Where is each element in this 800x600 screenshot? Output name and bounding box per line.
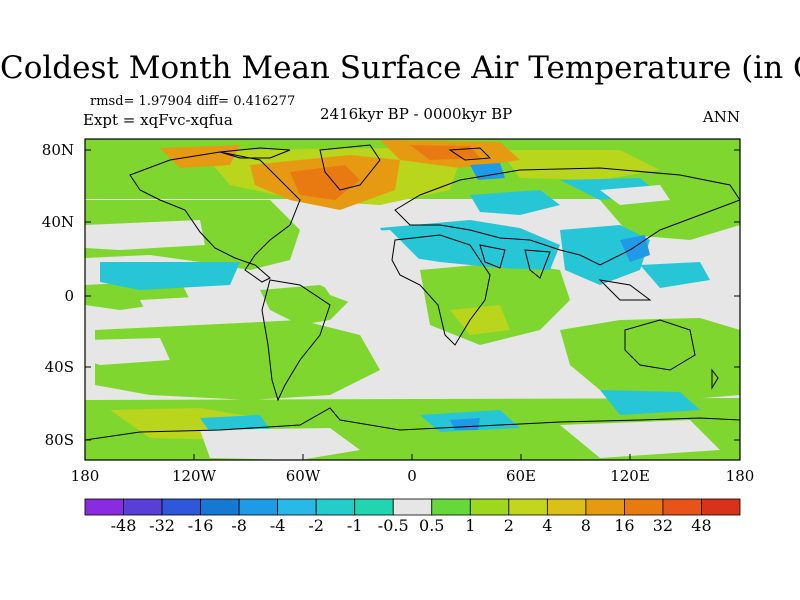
colorbar-label: -1 bbox=[346, 516, 363, 535]
lon-label: 60E bbox=[505, 467, 537, 485]
period-label: 2416kyr BP - 0000kyr BP bbox=[320, 105, 513, 123]
colorbar-swatch bbox=[315, 498, 356, 516]
colorbar-swatch bbox=[662, 498, 702, 516]
lon-label: 180 bbox=[70, 467, 100, 485]
lat-label: 80N bbox=[41, 141, 74, 159]
colorbar-label: -16 bbox=[187, 516, 214, 535]
lat-label: 40N bbox=[41, 213, 74, 231]
colorbar-swatch bbox=[431, 498, 471, 516]
colorbar-label: 48 bbox=[691, 516, 712, 535]
colorbar-label: -4 bbox=[269, 516, 286, 535]
cool-anomaly-fields bbox=[100, 178, 710, 432]
colorbar-label: 2 bbox=[503, 516, 514, 535]
colorbar-label: -8 bbox=[231, 516, 247, 535]
colorbar-swatch bbox=[200, 498, 240, 516]
colorbar-label: -32 bbox=[149, 516, 175, 535]
colorbar-swatch bbox=[354, 498, 394, 516]
colorbar-swatch bbox=[585, 498, 625, 516]
lon-label: 60W bbox=[285, 467, 321, 485]
colorbar-swatch bbox=[123, 498, 163, 516]
colorbar-label: 1 bbox=[465, 516, 476, 535]
colorbar-swatch bbox=[238, 498, 279, 516]
colorbar-swatch bbox=[508, 498, 548, 516]
experiment-label: Expt = xqFvc-xqfua bbox=[83, 111, 233, 129]
colorbar-swatch bbox=[277, 498, 317, 516]
colorbar-label: 32 bbox=[652, 516, 674, 535]
colorbar-label: -48 bbox=[110, 516, 137, 535]
lon-label: 120W bbox=[171, 467, 217, 485]
colorbar-swatch bbox=[161, 498, 201, 516]
colorbar-label: 8 bbox=[580, 516, 591, 535]
lat-label: 80S bbox=[44, 431, 74, 449]
colorbar-swatch bbox=[469, 498, 510, 516]
figure-title: Coldest Month Mean Surface Air Temperatu… bbox=[0, 50, 800, 86]
season-label: ANN bbox=[702, 108, 740, 126]
lat-label: 0 bbox=[64, 287, 74, 305]
axis-ticks bbox=[84, 149, 741, 460]
colorbar-swatch bbox=[701, 498, 741, 516]
colorbar bbox=[84, 498, 741, 516]
colorbar-label: 0.5 bbox=[419, 516, 445, 535]
colorbar-swatch bbox=[624, 498, 664, 516]
colorbar-swatch bbox=[84, 498, 124, 516]
stats-text: rmsd= 1.97904 diff= 0.416277 bbox=[90, 94, 296, 109]
lon-label: 0 bbox=[407, 467, 417, 485]
map-panel bbox=[85, 139, 740, 460]
lon-label: 180 bbox=[725, 467, 755, 485]
colorbar-swatch bbox=[546, 498, 587, 516]
colorbar-label: 16 bbox=[614, 516, 635, 535]
colorbar-label: -2 bbox=[308, 516, 324, 535]
colorbar-label: -0.5 bbox=[377, 516, 409, 535]
lon-label: 120E bbox=[610, 467, 650, 485]
colorbar-label: 4 bbox=[542, 516, 553, 535]
neutral-patches bbox=[85, 185, 740, 460]
colorbar-swatch bbox=[392, 498, 433, 516]
coastlines bbox=[85, 144, 740, 441]
lat-label: 40S bbox=[44, 358, 74, 376]
